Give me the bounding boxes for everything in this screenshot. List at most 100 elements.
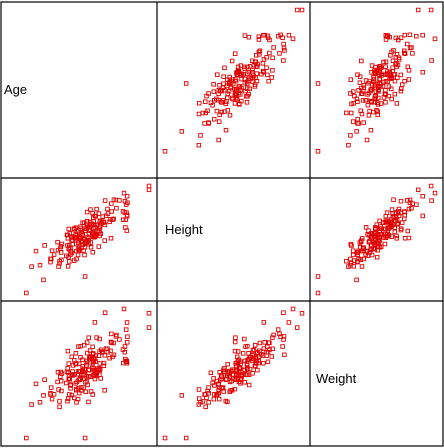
data-point bbox=[383, 100, 388, 105]
data-point bbox=[369, 86, 374, 92]
data-point bbox=[382, 241, 388, 247]
data-point bbox=[315, 290, 321, 296]
data-point bbox=[242, 76, 247, 82]
data-point bbox=[203, 404, 208, 410]
data-point bbox=[239, 98, 244, 104]
data-point bbox=[373, 96, 378, 102]
data-point bbox=[407, 45, 413, 51]
data-point bbox=[247, 366, 253, 372]
data-point bbox=[374, 254, 380, 260]
data-point bbox=[377, 81, 383, 86]
data-point bbox=[379, 73, 385, 78]
data-point bbox=[64, 253, 69, 259]
data-point bbox=[109, 331, 114, 337]
data-point bbox=[183, 435, 189, 441]
data-point bbox=[253, 361, 259, 366]
data-point bbox=[428, 7, 434, 13]
data-point bbox=[206, 385, 211, 390]
data-point bbox=[247, 355, 252, 360]
data-point bbox=[114, 205, 119, 211]
data-point bbox=[240, 351, 246, 356]
data-point bbox=[37, 400, 43, 405]
data-point bbox=[102, 222, 108, 228]
data-point bbox=[267, 50, 272, 56]
data-point bbox=[74, 379, 80, 385]
data-point bbox=[385, 79, 391, 84]
data-point bbox=[286, 320, 292, 325]
data-point bbox=[124, 320, 130, 325]
data-point bbox=[395, 75, 400, 81]
panel-age-vs-height bbox=[162, 7, 305, 154]
points-layer bbox=[24, 7, 438, 441]
data-point bbox=[33, 381, 39, 387]
data-point bbox=[363, 252, 368, 257]
data-point bbox=[200, 399, 206, 404]
data-point bbox=[87, 348, 93, 353]
data-point bbox=[71, 227, 77, 232]
data-point bbox=[122, 210, 128, 215]
data-point bbox=[389, 49, 394, 55]
data-point bbox=[216, 88, 222, 93]
data-point bbox=[398, 198, 404, 204]
data-point bbox=[393, 61, 398, 67]
data-point bbox=[37, 262, 43, 268]
data-point bbox=[256, 354, 262, 360]
data-point bbox=[230, 77, 235, 82]
data-point bbox=[246, 34, 252, 40]
data-point bbox=[389, 96, 394, 102]
data-point bbox=[91, 372, 97, 378]
data-point bbox=[366, 228, 371, 233]
data-point bbox=[109, 209, 114, 214]
data-point bbox=[432, 190, 438, 196]
data-point bbox=[359, 58, 364, 64]
data-point bbox=[71, 372, 77, 377]
data-point bbox=[202, 121, 207, 126]
data-point bbox=[225, 373, 230, 378]
variable-label-age: Age bbox=[4, 82, 27, 97]
data-point bbox=[77, 376, 83, 382]
data-point bbox=[102, 198, 108, 203]
data-point bbox=[111, 216, 116, 222]
data-point bbox=[344, 258, 349, 264]
data-point bbox=[108, 235, 114, 241]
data-point bbox=[58, 378, 64, 384]
data-point bbox=[356, 88, 361, 93]
data-point bbox=[217, 112, 222, 118]
data-point bbox=[85, 382, 90, 388]
data-point bbox=[369, 63, 375, 68]
data-point bbox=[359, 264, 365, 269]
data-point bbox=[388, 224, 394, 230]
data-point bbox=[146, 183, 152, 189]
data-point bbox=[102, 388, 107, 393]
data-point bbox=[232, 386, 238, 392]
data-point bbox=[121, 306, 127, 312]
data-point bbox=[377, 245, 383, 250]
data-point bbox=[48, 385, 54, 390]
data-point bbox=[394, 52, 400, 57]
data-point bbox=[368, 98, 374, 104]
data-point bbox=[354, 129, 359, 134]
data-point bbox=[402, 32, 408, 38]
data-point bbox=[350, 248, 356, 253]
data-point bbox=[252, 84, 258, 89]
data-point bbox=[282, 48, 287, 53]
data-point bbox=[432, 36, 438, 42]
data-point bbox=[70, 242, 75, 247]
data-point bbox=[233, 92, 238, 97]
data-point bbox=[407, 32, 413, 38]
data-point bbox=[113, 197, 119, 203]
data-point bbox=[227, 74, 232, 80]
data-point bbox=[225, 95, 230, 101]
data-point bbox=[108, 339, 114, 345]
data-point bbox=[378, 244, 384, 249]
data-point bbox=[65, 396, 71, 401]
data-point bbox=[87, 355, 93, 360]
data-point bbox=[405, 64, 411, 70]
data-point bbox=[225, 77, 230, 82]
data-point bbox=[383, 59, 389, 65]
data-point bbox=[219, 376, 224, 382]
data-point bbox=[55, 239, 60, 245]
data-point bbox=[96, 211, 102, 216]
data-point bbox=[198, 133, 203, 138]
